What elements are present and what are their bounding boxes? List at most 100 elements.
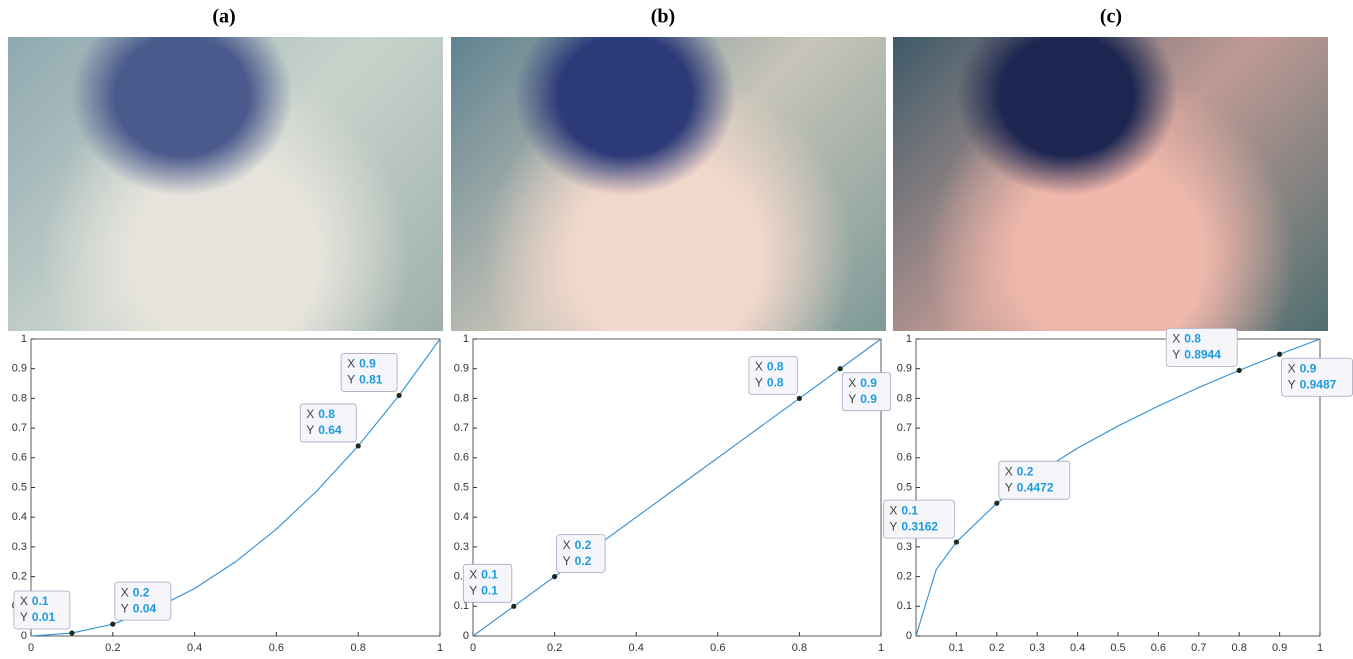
- y-tick-label: 0.2: [897, 571, 912, 583]
- datatip-key: Y: [1172, 348, 1180, 362]
- x-tick-label: 1: [878, 642, 884, 654]
- datatip-value: 0.2: [133, 585, 150, 599]
- chart-title: (c): [1100, 6, 1122, 28]
- datatip-value: 0.04: [133, 601, 157, 615]
- x-tick-label: 0.8: [792, 642, 807, 654]
- datatip-value: 0.1: [481, 567, 498, 581]
- datatip-value: 0.4472: [1017, 480, 1054, 494]
- y-tick-label: 0.8: [454, 392, 469, 404]
- y-tick-label: 0.3: [12, 541, 27, 553]
- datatip-key: Y: [755, 376, 763, 390]
- datatip-key: Y: [469, 583, 477, 597]
- y-tick-label: 0.2: [12, 571, 27, 583]
- datatip-key: X: [20, 594, 28, 608]
- x-tick-label: 0.9: [1272, 642, 1287, 654]
- datatip-value: 0.8: [767, 376, 784, 390]
- x-tick-label: 0.2: [547, 642, 562, 654]
- chart-title: (b): [651, 6, 675, 28]
- x-tick-label: 1: [437, 642, 443, 654]
- y-tick-label: 0.4: [454, 511, 469, 523]
- datatip-value: 0.8: [1184, 332, 1201, 346]
- datatip-value: 0.2: [575, 554, 592, 568]
- figure: (a) 0 0.2 0.4 0.6 0.8 1 0 0.1 0.2 0.3 0.4 0.5 0.6 0.7 0…: [0, 0, 1353, 659]
- y-tick-label: 0.8: [12, 392, 27, 404]
- datatip-value: 0.1: [901, 503, 918, 517]
- datatip-value: 0.9487: [1300, 377, 1337, 391]
- x-tick-label: 0.4: [187, 642, 202, 654]
- datatip-value: 0.64: [318, 423, 342, 437]
- y-tick-label: 0.9: [897, 363, 912, 375]
- plot-area: [916, 339, 1320, 636]
- datatip-value: 0.8: [318, 407, 335, 421]
- datatip-key: Y: [889, 519, 897, 533]
- x-tick-label: 0.8: [1232, 642, 1247, 654]
- datatip-marker: [1237, 368, 1242, 373]
- x-tick-label: 0.3: [1030, 642, 1045, 654]
- datatip-value: 0.8: [767, 360, 784, 374]
- datatip-value: 0.3162: [901, 519, 938, 533]
- x-tick-label: 0.6: [269, 642, 284, 654]
- datatip-key: X: [1005, 464, 1013, 478]
- datatip-key: X: [469, 567, 477, 581]
- datatip-value: 0.1: [32, 594, 49, 608]
- datatip-key: Y: [563, 554, 571, 568]
- datatip-key: Y: [20, 610, 28, 624]
- datatip-marker: [511, 604, 516, 609]
- y-tick-label: 0: [906, 630, 912, 642]
- datatip-key: X: [347, 357, 355, 371]
- datatip-key: X: [755, 360, 763, 374]
- y-tick-label: 1: [463, 333, 469, 345]
- x-tick-label: 0: [470, 642, 476, 654]
- datatip-key: X: [563, 538, 571, 552]
- datatip-marker: [397, 393, 402, 398]
- y-tick-label: 0.7: [12, 422, 27, 434]
- y-tick-label: 0.9: [454, 363, 469, 375]
- y-tick-label: 0.4: [12, 511, 27, 523]
- datatip-key: X: [889, 503, 897, 517]
- x-tick-label: 0.5: [1110, 642, 1125, 654]
- datatip-marker: [356, 443, 361, 448]
- datatip-marker: [797, 396, 802, 401]
- x-tick-label: 0.1: [949, 642, 964, 654]
- datatip-marker: [69, 630, 74, 635]
- x-tick-label: 0.4: [629, 642, 644, 654]
- datatip-marker: [1277, 352, 1282, 357]
- datatip-value: 0.9: [860, 392, 877, 406]
- y-tick-label: 0: [21, 630, 27, 642]
- x-tick-label: 0.6: [710, 642, 725, 654]
- y-tick-label: 0.6: [12, 452, 27, 464]
- x-tick-label: 0.4: [1070, 642, 1085, 654]
- datatip-key: Y: [1005, 480, 1013, 494]
- datatip-value: 0.1: [481, 583, 498, 597]
- datatip-marker: [838, 366, 843, 371]
- datatip-key: X: [121, 585, 129, 599]
- y-tick-label: 1: [906, 333, 912, 345]
- datatip-key: X: [306, 407, 314, 421]
- y-tick-label: 0.8: [897, 392, 912, 404]
- y-tick-label: 0.3: [454, 541, 469, 553]
- datatip-key: X: [848, 376, 856, 390]
- datatip-marker: [110, 622, 115, 627]
- datatip-value: 0.9: [1300, 361, 1317, 375]
- y-tick-label: 0.3: [897, 541, 912, 553]
- datatip-key: Y: [347, 373, 355, 387]
- datatip-value: 0.01: [32, 610, 56, 624]
- y-tick-label: 0.6: [897, 452, 912, 464]
- datatip-key: Y: [1288, 377, 1296, 391]
- y-tick-label: 0.9: [12, 363, 27, 375]
- chart-title: (a): [212, 6, 235, 28]
- datatip-value: 0.2: [575, 538, 592, 552]
- datatip-key: Y: [121, 601, 129, 615]
- y-tick-label: 0.1: [897, 600, 912, 612]
- y-tick-label: 0.5: [12, 481, 27, 493]
- y-tick-label: 0.7: [897, 422, 912, 434]
- y-tick-label: 0: [463, 630, 469, 642]
- datatip-value: 0.8944: [1184, 348, 1221, 362]
- y-tick-label: 1: [21, 333, 27, 345]
- datatip-marker: [552, 574, 557, 579]
- datatip-key: X: [1288, 361, 1296, 375]
- datatip-value: 0.9: [860, 376, 877, 390]
- x-tick-label: 0.2: [105, 642, 120, 654]
- page: (a) 0 0.2 0.4 0.6 0.8 1 0 0.1 0.2 0.3 0.4 0.5 0.6 0.7 0…: [0, 0, 1353, 659]
- x-tick-label: 1: [1317, 642, 1323, 654]
